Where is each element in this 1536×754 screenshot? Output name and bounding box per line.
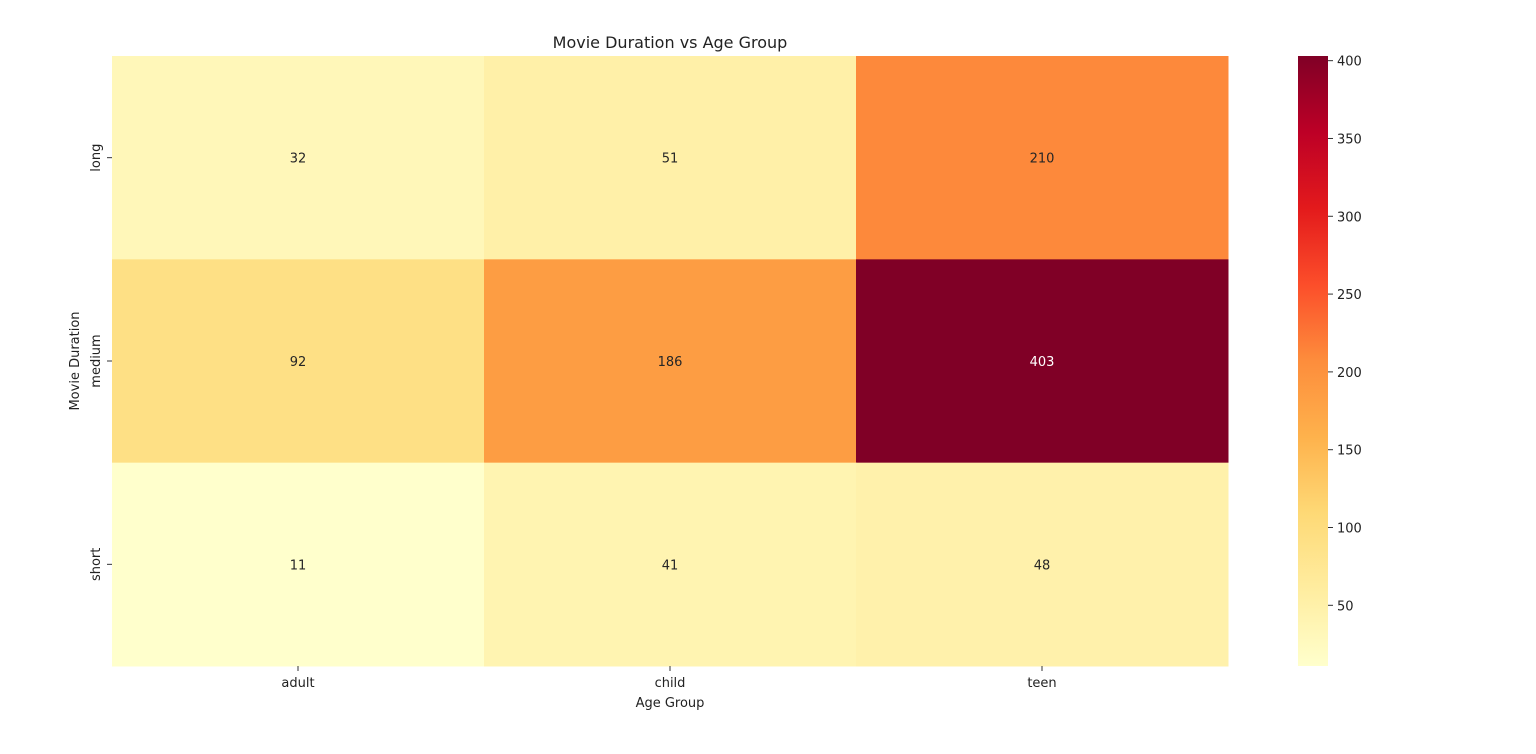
colorbar-tick-label: 250 — [1337, 288, 1362, 303]
heatmap-cell — [112, 462, 485, 667]
colorbar-gradient — [1298, 56, 1328, 666]
colorbar-tick-label: 100 — [1337, 522, 1362, 537]
y-tick-label: short — [89, 548, 104, 581]
heatmap-cell — [484, 56, 857, 260]
heatmap-cell — [856, 56, 1229, 260]
heatmap-cell — [856, 259, 1229, 464]
heatmap-cell — [856, 462, 1229, 667]
x-axis-label: Age Group — [636, 696, 705, 711]
cell-value-label: 186 — [658, 355, 683, 370]
colorbar-tick-label: 400 — [1337, 55, 1362, 70]
colorbar-tick-label: 200 — [1337, 366, 1362, 381]
y-tick-label: medium — [89, 334, 104, 387]
x-tick-label: child — [655, 676, 686, 691]
cell-value-label: 41 — [662, 558, 679, 573]
y-axis: long medium short — [89, 144, 112, 581]
cell-value-label: 11 — [290, 558, 307, 573]
x-tick-label: adult — [281, 676, 314, 691]
heatmap-cell — [484, 259, 857, 464]
cell-value-label: 210 — [1030, 152, 1055, 167]
cell-value-label: 32 — [290, 152, 307, 167]
heatmap-cell — [112, 259, 485, 464]
heatmap-cells: 32 51 210 92 186 403 11 41 48 — [112, 56, 1229, 667]
cell-value-label: 403 — [1030, 355, 1055, 370]
y-axis-label: Movie Duration — [68, 311, 83, 410]
colorbar-tick-label: 50 — [1337, 599, 1354, 614]
colorbar: 50 100 150 200 250 300 350 400 — [1298, 55, 1362, 666]
heatmap-cell — [484, 462, 857, 667]
x-tick-label: teen — [1027, 676, 1056, 691]
cell-value-label: 92 — [290, 355, 307, 370]
cell-value-label: 51 — [662, 152, 679, 167]
colorbar-tick-label: 150 — [1337, 444, 1362, 459]
heatmap-cell — [112, 56, 485, 260]
y-tick-label: long — [89, 144, 104, 172]
colorbar-tick-label: 300 — [1337, 210, 1362, 225]
colorbar-tick-label: 350 — [1337, 132, 1362, 147]
cell-value-label: 48 — [1034, 558, 1051, 573]
x-axis: adult child teen — [281, 666, 1057, 691]
chart-title: Movie Duration vs Age Group — [553, 33, 788, 52]
